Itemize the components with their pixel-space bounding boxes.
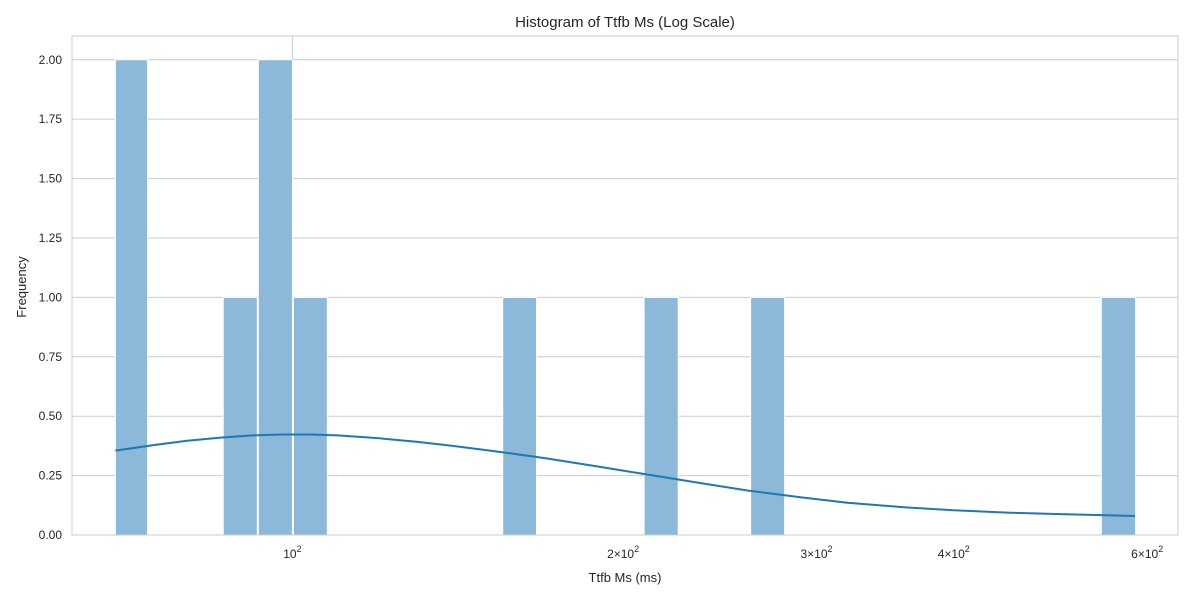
x-tick-labels: 102 2×102 3×102 4×102 6×102 <box>283 544 1163 561</box>
x-tick-label: 2×102 <box>607 544 639 561</box>
y-axis-title: Frequency <box>14 256 29 318</box>
x-tick-label: 3×102 <box>801 544 833 561</box>
kde-curve-layer <box>115 433 1136 517</box>
kde-curve <box>115 433 1136 517</box>
histogram-bar <box>502 296 538 536</box>
y-tick-label: 1.50 <box>39 172 63 186</box>
y-tick-label: 1.00 <box>39 290 63 304</box>
chart-title: Histogram of Ttfb Ms (Log Scale) <box>515 14 735 31</box>
histogram-bar <box>114 59 148 536</box>
y-tick-label: 1.25 <box>39 231 63 245</box>
y-tick-label: 0.25 <box>39 469 63 483</box>
histogram-bar <box>222 296 258 536</box>
y-tick-label: 0.75 <box>39 350 63 364</box>
x-tick-label: 4×102 <box>938 544 970 561</box>
y-tick-label: 0.50 <box>39 409 63 423</box>
x-axis-title: Ttfb Ms (ms) <box>589 570 662 585</box>
histogram-bar <box>257 59 293 536</box>
histogram-bar <box>292 296 328 536</box>
y-tick-label: 0.00 <box>39 528 63 542</box>
histogram-bar <box>643 296 679 536</box>
y-tick-label: 1.75 <box>39 112 63 126</box>
x-tick-label: 102 <box>283 544 301 561</box>
x-tick-label: 6×102 <box>1131 544 1163 561</box>
y-tick-label: 2.00 <box>39 53 63 67</box>
y-tick-labels: 0.00 0.25 0.50 0.75 1.00 1.25 1.50 1.75 2.00 <box>39 53 63 542</box>
histogram-bar <box>750 296 786 536</box>
plot-frame <box>71 35 1179 536</box>
histogram-bar <box>1100 296 1137 536</box>
